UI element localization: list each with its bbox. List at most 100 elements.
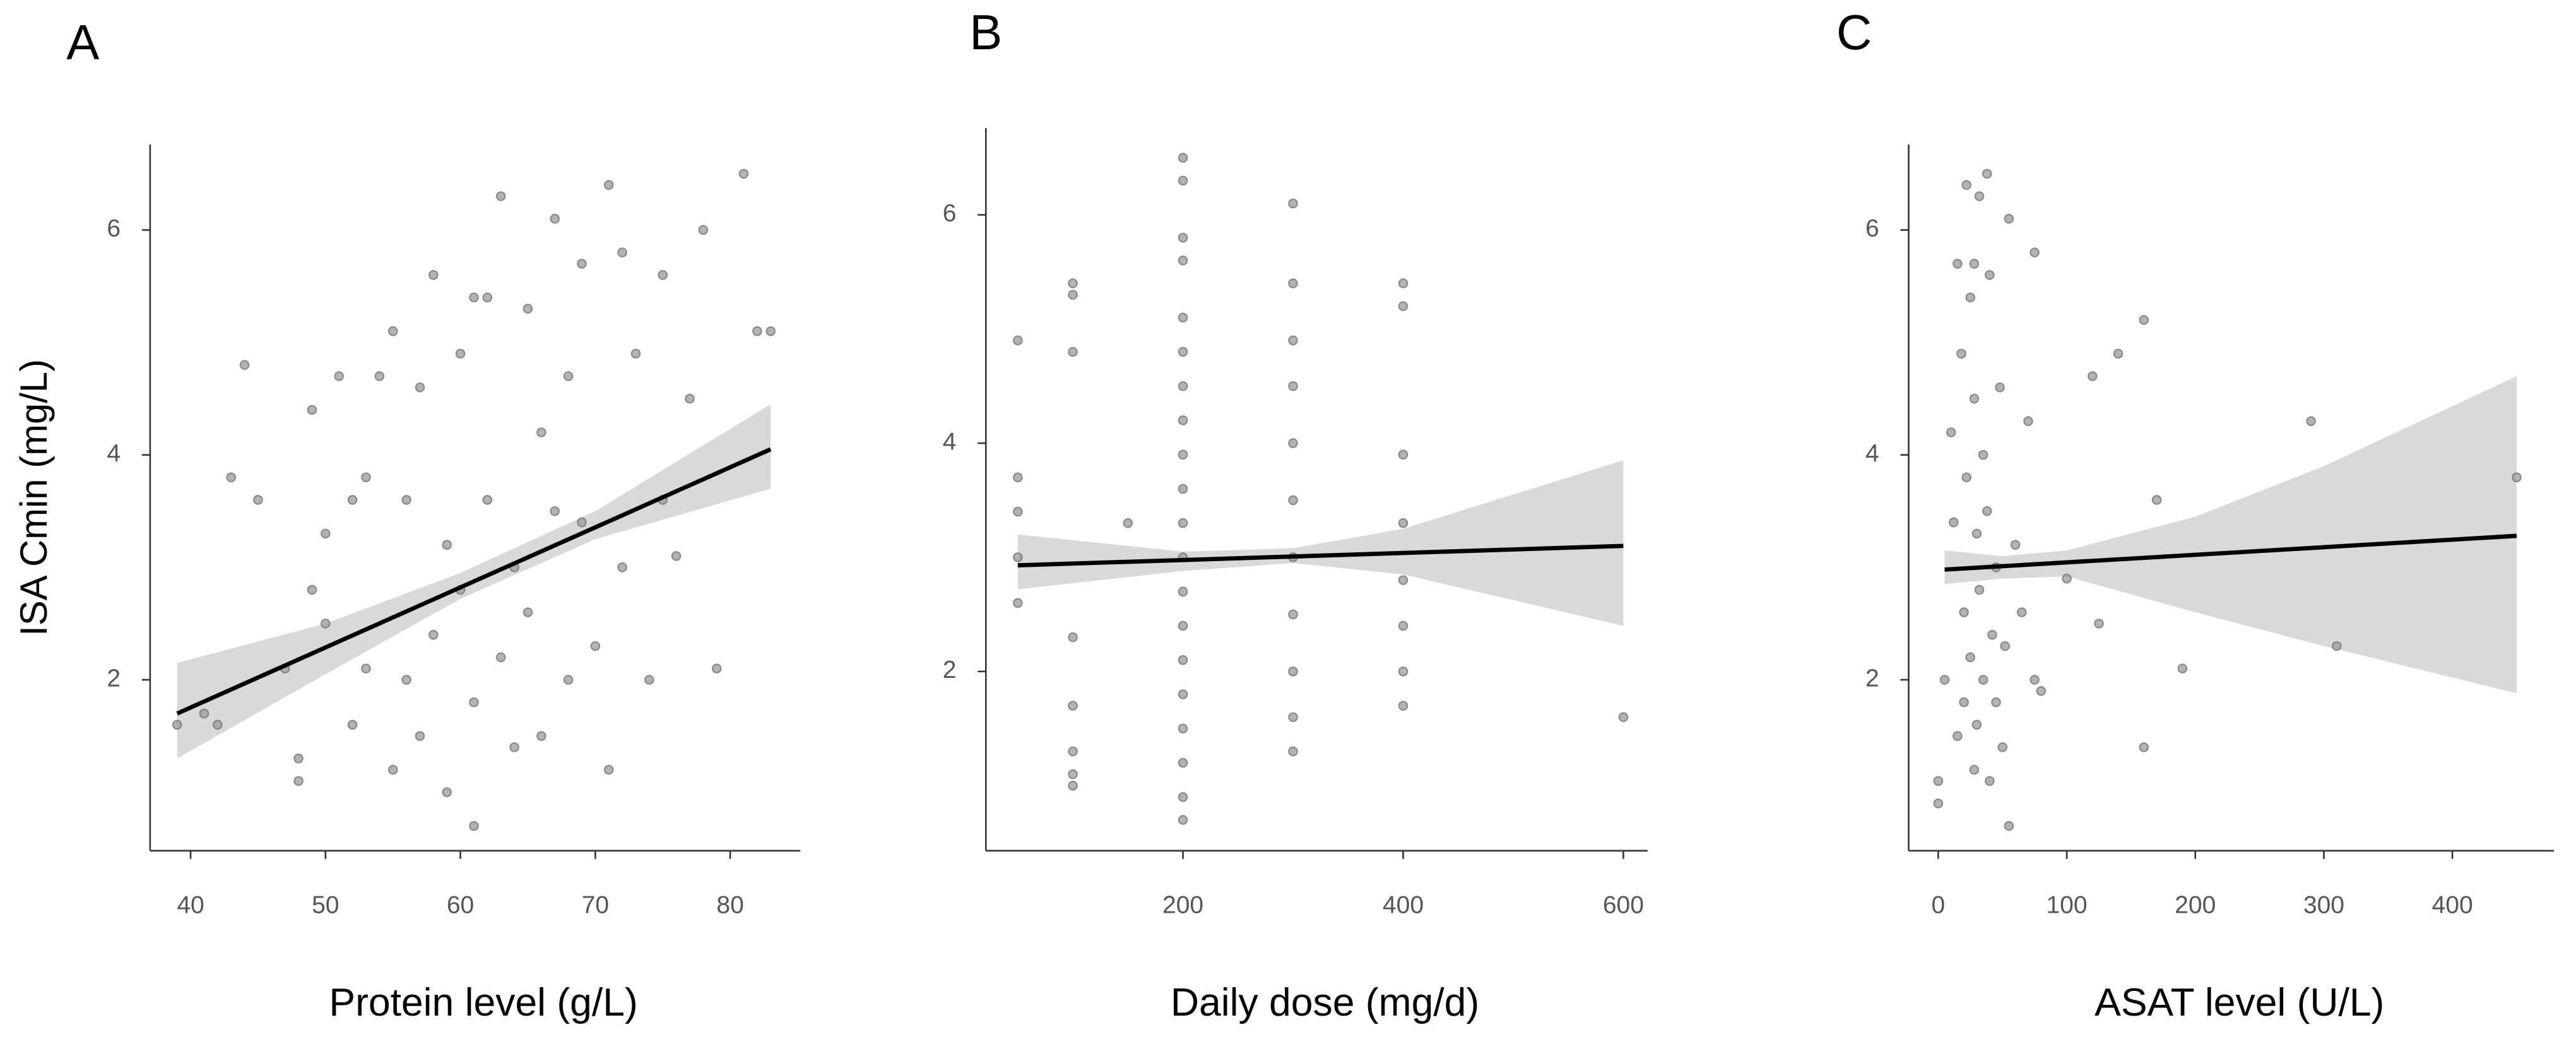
y-axis-label: ISA Cmin (mg/L)	[13, 359, 55, 636]
data-point	[374, 371, 385, 381]
data-point	[1398, 620, 1409, 631]
data-point	[1974, 584, 1985, 595]
x-tick-label: 600	[1603, 892, 1644, 919]
data-point	[1178, 381, 1188, 391]
data-point	[442, 540, 452, 550]
data-point	[644, 675, 654, 685]
data-point	[1123, 518, 1133, 528]
data-point	[671, 551, 682, 561]
data-point	[2094, 619, 2104, 629]
data-point	[1178, 620, 1188, 631]
data-point	[2029, 675, 2040, 685]
data-point	[2036, 685, 2047, 696]
y-tick-label: 2	[943, 656, 957, 684]
data-point	[1969, 393, 1980, 404]
data-point	[361, 663, 371, 673]
data-point	[1068, 780, 1078, 791]
data-point	[1948, 517, 1959, 528]
data-point	[1288, 381, 1298, 391]
y-tick-label: 4	[1865, 440, 1879, 467]
x-tick-label: 50	[312, 892, 339, 919]
data-point	[1398, 667, 1409, 677]
data-point	[1946, 427, 1956, 437]
data-point	[1068, 701, 1078, 711]
data-point	[1178, 449, 1188, 460]
data-point	[658, 270, 668, 280]
data-point	[1961, 180, 1971, 190]
data-point	[1288, 712, 1298, 722]
data-point	[1178, 347, 1188, 357]
data-point	[1969, 764, 1980, 775]
data-point	[293, 753, 304, 764]
data-point	[347, 495, 358, 505]
data-point	[199, 708, 210, 719]
data-point	[752, 326, 762, 336]
data-point	[1618, 712, 1629, 722]
data-point	[536, 427, 547, 437]
x-tick-label: 70	[582, 892, 609, 919]
data-point	[226, 472, 236, 483]
data-point	[455, 348, 466, 359]
data-point	[1178, 255, 1188, 266]
data-point	[577, 259, 587, 269]
data-point	[590, 641, 601, 651]
data-point	[1933, 776, 1944, 786]
x-axis-label: Protein level (g/L)	[329, 980, 637, 1024]
data-point	[1288, 278, 1298, 288]
data-point	[1178, 484, 1188, 494]
data-point	[2512, 472, 2522, 483]
data-point	[1013, 506, 1023, 517]
confidence-band	[1944, 376, 2517, 694]
data-point	[2023, 416, 2033, 427]
data-point	[1068, 746, 1078, 757]
data-point	[1013, 598, 1023, 608]
data-point	[1178, 655, 1188, 665]
data-point	[1068, 290, 1078, 300]
data-point	[1178, 153, 1188, 163]
fit-line	[176, 447, 772, 716]
data-point	[1965, 652, 1976, 663]
data-point	[2113, 348, 2124, 359]
data-point	[1959, 697, 1969, 708]
panel-letter: B	[969, 4, 1002, 60]
data-point	[536, 731, 547, 741]
data-point	[2062, 573, 2072, 584]
data-point	[239, 360, 250, 370]
data-point	[307, 405, 317, 415]
data-point	[1288, 609, 1298, 620]
x-tick-label: 300	[2303, 892, 2344, 919]
data-point	[1178, 815, 1188, 825]
x-axis-label: ASAT level (U/L)	[2094, 980, 2384, 1024]
data-point	[630, 348, 641, 359]
data-point	[495, 191, 506, 201]
x-tick-label: 80	[716, 892, 743, 919]
data-point	[253, 495, 263, 505]
x-tick-label: 200	[2175, 892, 2216, 919]
data-point	[1068, 347, 1078, 357]
confidence-band	[1017, 460, 1624, 626]
data-point	[603, 180, 614, 190]
data-point	[1956, 348, 1966, 359]
data-point	[1068, 278, 1078, 288]
data-point	[482, 292, 493, 303]
x-tick-label: 200	[1162, 892, 1203, 919]
data-point	[334, 371, 344, 381]
data-point	[428, 270, 439, 280]
panel-letter: C	[1836, 4, 1872, 60]
data-point	[2010, 540, 2021, 550]
data-point	[415, 382, 425, 393]
data-point	[2177, 663, 2188, 673]
data-point	[1982, 506, 1992, 516]
fit-line	[1944, 533, 2517, 572]
data-point	[1987, 629, 1997, 640]
data-point	[401, 675, 411, 685]
data-point	[1288, 495, 1298, 506]
data-point	[469, 697, 479, 708]
x-tick-label: 400	[1383, 892, 1424, 919]
x-axis-label: Daily dose (mg/d)	[1171, 980, 1479, 1024]
data-point	[563, 371, 574, 381]
x-tick-label: 40	[177, 892, 204, 919]
data-point	[320, 619, 331, 629]
x-tick-label: 100	[2046, 892, 2087, 919]
data-point	[2016, 607, 2027, 617]
